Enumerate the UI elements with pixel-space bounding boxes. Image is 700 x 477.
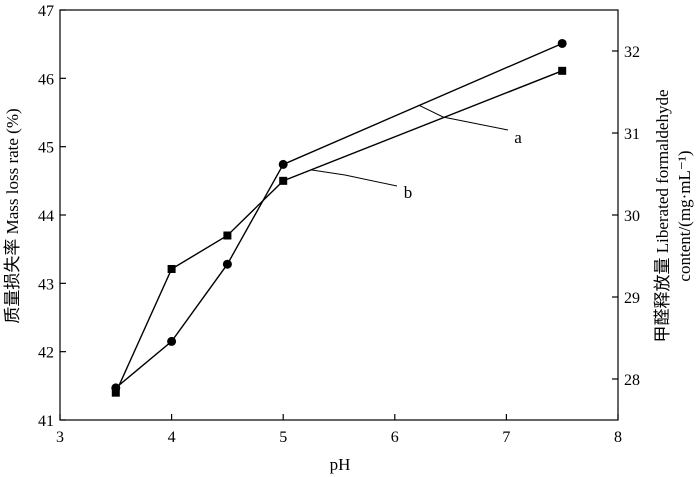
right-y-tick-label: 30 bbox=[624, 208, 640, 225]
left-y-tick-label: 44 bbox=[38, 208, 54, 225]
annotation-leader-a bbox=[419, 104, 509, 131]
plot-frame bbox=[59, 9, 619, 421]
annotation-layer: ab bbox=[311, 104, 522, 202]
left-axis-title: 质量损失率 Mass loss rate (%) bbox=[3, 108, 22, 323]
right-y-tick-label: 31 bbox=[624, 126, 640, 143]
right-y-tick-label: 28 bbox=[624, 372, 640, 389]
x-tick-label: 6 bbox=[391, 429, 399, 446]
series-b-point bbox=[111, 388, 120, 397]
x-tick-label: 8 bbox=[614, 429, 622, 446]
left-axis-ticks: 41 42 43 44 45 46 47 bbox=[38, 3, 66, 430]
right-axis-title-line1: 甲醛释放量 Liberated formaldehyde bbox=[653, 89, 672, 342]
left-y-tick-label: 42 bbox=[38, 345, 54, 362]
right-y-tick-label: 29 bbox=[624, 290, 640, 307]
series-a-point bbox=[222, 259, 232, 269]
left-y-tick-label: 46 bbox=[38, 71, 54, 88]
series-line-b bbox=[115, 70, 563, 393]
annotation-leader-b bbox=[311, 169, 398, 187]
annotation-label-a: a bbox=[514, 128, 522, 147]
x-axis-title: pH bbox=[330, 455, 351, 474]
annotation-label-b: b bbox=[404, 183, 413, 202]
series-b-point bbox=[558, 66, 567, 75]
x-tick-label: 7 bbox=[502, 429, 510, 446]
x-tick-label: 3 bbox=[56, 429, 64, 446]
right-axis-title-line2: content/(mg·mL⁻¹) bbox=[675, 150, 694, 281]
left-y-tick-label: 43 bbox=[38, 276, 54, 293]
series-b-point bbox=[167, 264, 176, 273]
series-a-point bbox=[278, 159, 288, 169]
left-y-tick-label: 47 bbox=[38, 3, 54, 20]
series-b-point bbox=[223, 231, 232, 240]
series-layer bbox=[111, 38, 567, 397]
series-a-point bbox=[557, 38, 567, 48]
series-line-a bbox=[115, 42, 563, 389]
x-tick-label: 5 bbox=[279, 429, 287, 446]
left-y-tick-label: 45 bbox=[38, 140, 54, 157]
series-b-point bbox=[279, 176, 288, 185]
left-y-tick-label: 41 bbox=[38, 413, 54, 430]
series-a-point bbox=[167, 336, 177, 346]
x-tick-label: 4 bbox=[168, 429, 176, 446]
x-axis-ticks: 3 4 5 6 7 8 bbox=[56, 414, 622, 446]
plot-border bbox=[59, 9, 619, 421]
right-y-tick-label: 32 bbox=[624, 44, 640, 61]
right-axis-ticks: 28 29 30 31 32 bbox=[612, 44, 640, 389]
